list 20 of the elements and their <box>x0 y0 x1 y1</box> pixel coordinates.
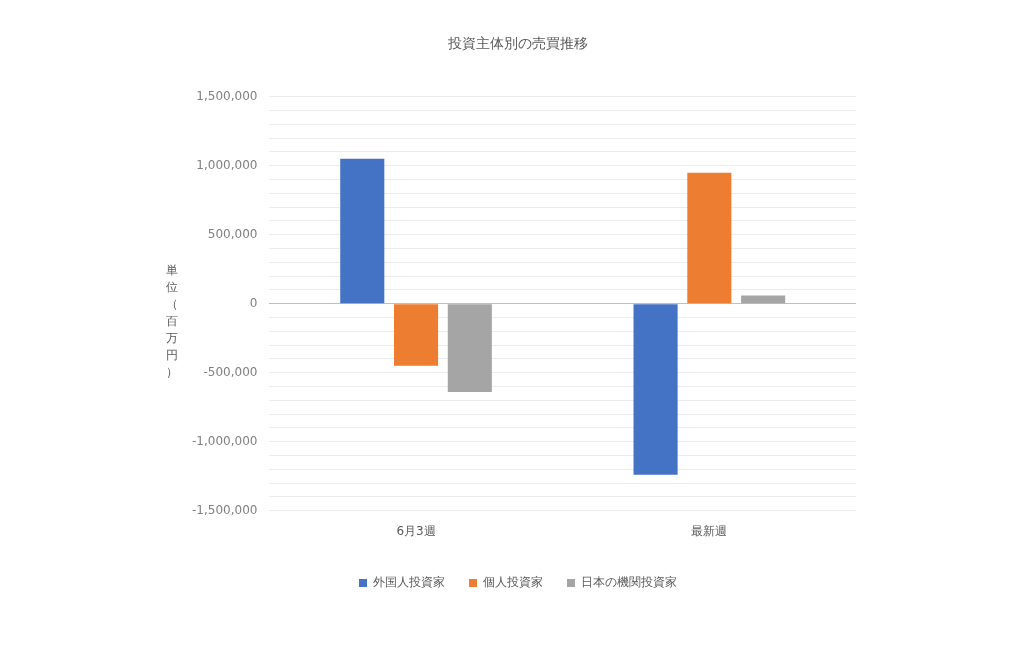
y-tick-label: 1,500,000 <box>196 88 258 103</box>
bar <box>340 158 385 304</box>
bar <box>633 304 678 475</box>
y-tick-label: -500,000 <box>203 364 258 379</box>
x-tick-label: 最新週 <box>691 523 728 538</box>
legend-label: 個人投資家 <box>483 575 543 590</box>
bar <box>394 304 439 366</box>
y-tick-label: 0 <box>249 295 258 310</box>
chart-title: 投資主体別の売買推移 <box>447 35 588 52</box>
y-axis-title: 単位（百万円） <box>165 262 179 381</box>
y-tick-label: -1,500,000 <box>192 502 258 517</box>
bar <box>447 304 492 392</box>
legend-label: 外国人投資家 <box>373 575 445 590</box>
y-tick-label: 1,000,000 <box>196 157 258 172</box>
y-tick-label: 500,000 <box>207 226 258 241</box>
bar <box>687 172 732 304</box>
legend-label: 日本の機関投資家 <box>581 575 677 590</box>
bar <box>741 295 786 304</box>
y-tick-label: -1,000,000 <box>192 433 258 448</box>
x-tick-label: 6月3週 <box>396 523 436 538</box>
